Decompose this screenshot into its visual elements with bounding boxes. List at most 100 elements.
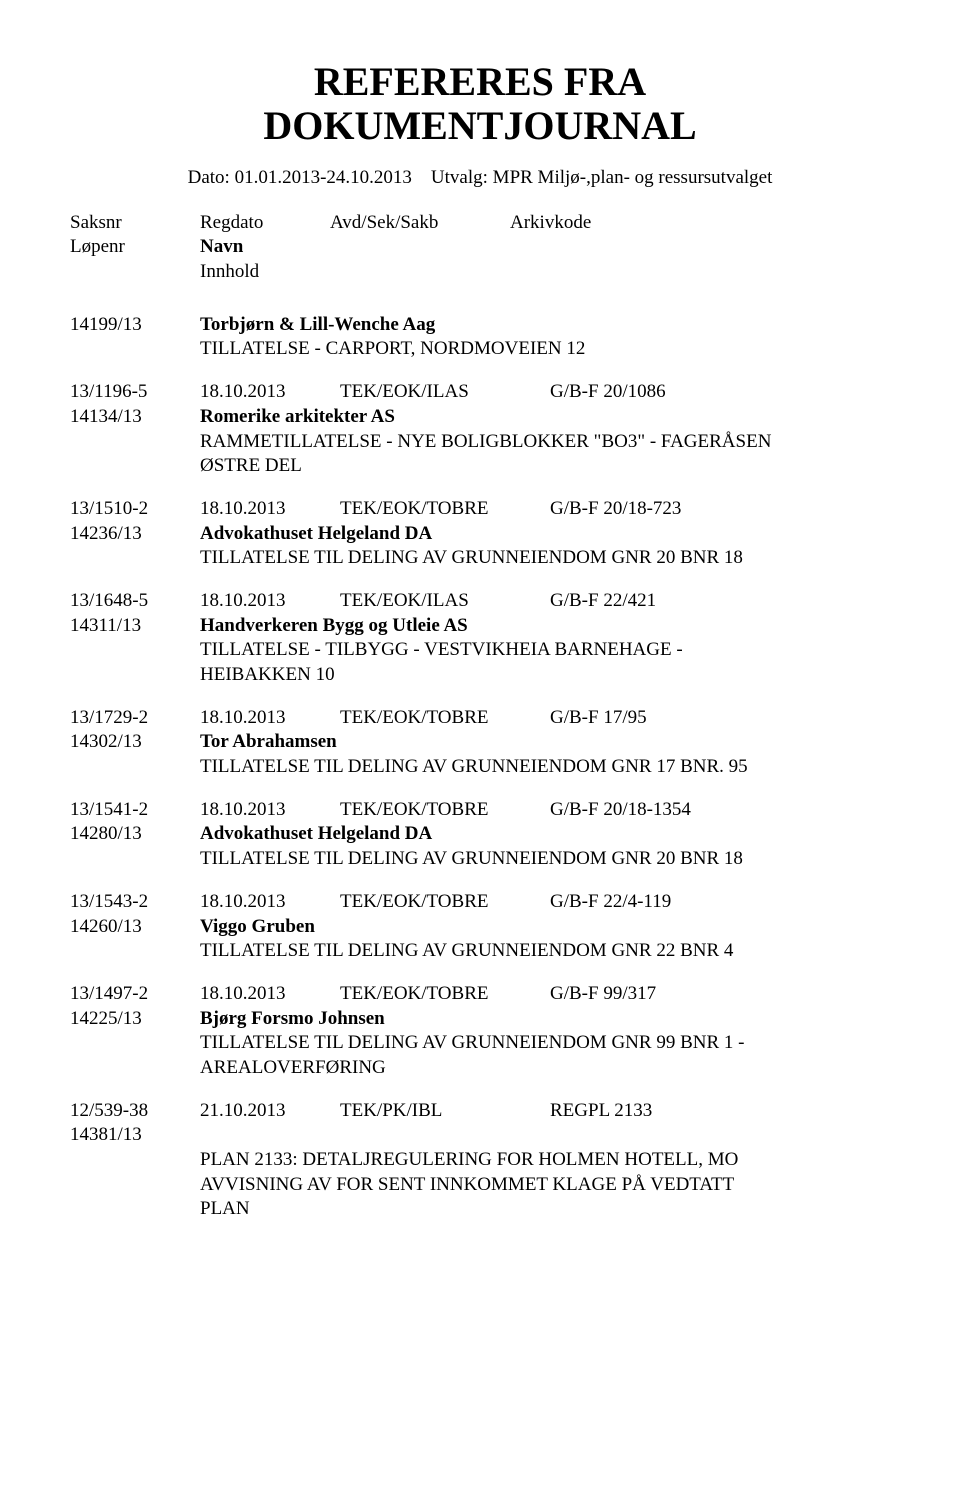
entry-description: HEIBAKKEN 10 xyxy=(200,663,890,688)
entry-navn: Romerike arkitekter AS xyxy=(200,405,890,430)
entry-avd: TEK/EOK/TOBRE xyxy=(340,890,550,915)
entry-name-row: 14236/13Advokathuset Helgeland DA xyxy=(70,522,890,547)
entry-description: TILLATELSE TIL DELING AV GRUNNEIENDOM GN… xyxy=(200,1031,890,1056)
entry-navn: Torbjørn & Lill-Wenche Aag xyxy=(200,313,890,338)
entry-regdato: 18.10.2013 xyxy=(200,589,340,614)
subtitle-date-row: Dato: 01.01.2013-24.10.2013 Utvalg: MPR … xyxy=(70,166,890,191)
entry-name-row: 14134/13Romerike arkitekter AS xyxy=(70,405,890,430)
entry-navn: Viggo Gruben xyxy=(200,915,890,940)
entry-name-row: 14381/13 xyxy=(70,1123,890,1148)
header-innhold: Innhold xyxy=(200,260,330,285)
entry-name-row: 14302/13Tor Abrahamsen xyxy=(70,730,890,755)
title-line-2: DOKUMENTJOURNAL xyxy=(263,103,696,148)
entry-arkivkode: REGPL 2133 xyxy=(550,1099,890,1124)
entry-lopenr: 14225/13 xyxy=(70,1007,200,1032)
entry-arkivkode: G/B-F 22/4-119 xyxy=(550,890,890,915)
entry-meta-row: 13/1648-518.10.2013TEK/EOK/ILASG/B-F 22/… xyxy=(70,589,890,614)
date-value: 01.01.2013-24.10.2013 xyxy=(235,167,412,188)
utvalg-value: MPR Miljø-,plan- og ressursutvalget xyxy=(493,167,773,188)
entry-regdato: 21.10.2013 xyxy=(200,1099,340,1124)
entry-lopenr: 14311/13 xyxy=(70,614,200,639)
entry-meta-row: 13/1196-518.10.2013TEK/EOK/ILASG/B-F 20/… xyxy=(70,380,890,405)
entry-avd: TEK/EOK/TOBRE xyxy=(340,982,550,1007)
entry-description: AVVISNING AV FOR SENT INNKOMMET KLAGE PÅ… xyxy=(200,1173,890,1198)
header-lopenr: Løpenr xyxy=(70,235,200,260)
entry-meta-row: 12/539-3821.10.2013TEK/PK/IBLREGPL 2133 xyxy=(70,1099,890,1124)
entry-lopenr: 14236/13 xyxy=(70,522,200,547)
entry-avd: TEK/EOK/TOBRE xyxy=(340,497,550,522)
header-navn: Navn xyxy=(200,235,330,260)
utvalg-label: Utvalg: xyxy=(431,167,488,188)
journal-entry: 13/1648-518.10.2013TEK/EOK/ILASG/B-F 22/… xyxy=(70,589,890,688)
entry-saksnr: 13/1729-2 xyxy=(70,706,200,731)
entry-lopenr: 14134/13 xyxy=(70,405,200,430)
entry-lopenr: 14260/13 xyxy=(70,915,200,940)
column-header-block: Saksnr Regdato Avd/Sek/Sakb Arkivkode Lø… xyxy=(70,211,890,285)
entry-regdato: 18.10.2013 xyxy=(200,982,340,1007)
entry-arkivkode: G/B-F 17/95 xyxy=(550,706,890,731)
journal-entry: 13/1510-218.10.2013TEK/EOK/TOBREG/B-F 20… xyxy=(70,497,890,571)
journal-entry: 13/1729-218.10.2013TEK/EOK/TOBREG/B-F 17… xyxy=(70,706,890,780)
entry-regdato: 18.10.2013 xyxy=(200,798,340,823)
entry-arkivkode: G/B-F 20/1086 xyxy=(550,380,890,405)
entry-regdato: 18.10.2013 xyxy=(200,497,340,522)
header-saksnr: Saksnr xyxy=(70,211,200,236)
entry-regdato: 18.10.2013 xyxy=(200,706,340,731)
title-line-1: REFERERES FRA xyxy=(314,59,646,104)
entry-description: AREALOVERFØRING xyxy=(200,1056,890,1081)
entry-description: RAMMETILLATELSE - NYE BOLIGBLOKKER "BO3"… xyxy=(200,430,890,455)
entry-description: TILLATELSE TIL DELING AV GRUNNEIENDOM GN… xyxy=(200,546,890,571)
entry-avd: TEK/PK/IBL xyxy=(340,1099,550,1124)
header-regdato: Regdato xyxy=(200,211,330,236)
entry-name-row: 14311/13Handverkeren Bygg og Utleie AS xyxy=(70,614,890,639)
entry-meta-row: 13/1543-218.10.2013TEK/EOK/TOBREG/B-F 22… xyxy=(70,890,890,915)
journal-entry: 13/1541-218.10.2013TEK/EOK/TOBREG/B-F 20… xyxy=(70,798,890,872)
entry-saksnr: 12/539-38 xyxy=(70,1099,200,1124)
entry-avd: TEK/EOK/ILAS xyxy=(340,589,550,614)
date-label: Dato: xyxy=(188,167,230,188)
entry-avd: TEK/EOK/TOBRE xyxy=(340,798,550,823)
entry-navn: Handverkeren Bygg og Utleie AS xyxy=(200,614,890,639)
entry-description: TILLATELSE TIL DELING AV GRUNNEIENDOM GN… xyxy=(200,939,890,964)
entry-arkivkode: G/B-F 99/317 xyxy=(550,982,890,1007)
journal-entry: 13/1543-218.10.2013TEK/EOK/TOBREG/B-F 22… xyxy=(70,890,890,964)
entry-meta-row: 13/1497-218.10.2013TEK/EOK/TOBREG/B-F 99… xyxy=(70,982,890,1007)
entry-name-row: 14260/13Viggo Gruben xyxy=(70,915,890,940)
entry-lopenr: 14199/13 xyxy=(70,313,200,338)
entry-regdato: 18.10.2013 xyxy=(200,890,340,915)
entry-description: PLAN 2133: DETALJREGULERING FOR HOLMEN H… xyxy=(200,1148,890,1173)
entry-regdato: 18.10.2013 xyxy=(200,380,340,405)
entry-avd: TEK/EOK/ILAS xyxy=(340,380,550,405)
entry-description: TILLATELSE TIL DELING AV GRUNNEIENDOM GN… xyxy=(200,755,890,780)
entry-lopenr: 14302/13 xyxy=(70,730,200,755)
entry-arkivkode: G/B-F 20/18-1354 xyxy=(550,798,890,823)
entry-description: TILLATELSE - CARPORT, NORDMOVEIEN 12 xyxy=(200,337,890,362)
document-title: REFERERES FRA DOKUMENTJOURNAL xyxy=(70,60,890,148)
entry-meta-row: 13/1510-218.10.2013TEK/EOK/TOBREG/B-F 20… xyxy=(70,497,890,522)
entry-saksnr: 13/1543-2 xyxy=(70,890,200,915)
entry-arkivkode: G/B-F 20/18-723 xyxy=(550,497,890,522)
header-avdseksakb: Avd/Sek/Sakb xyxy=(330,211,510,236)
entry-saksnr: 13/1497-2 xyxy=(70,982,200,1007)
entry-navn: Advokathuset Helgeland DA xyxy=(200,822,890,847)
entry-navn: Bjørg Forsmo Johnsen xyxy=(200,1007,890,1032)
entry-description: PLAN xyxy=(200,1197,890,1222)
entry-meta-row: 13/1541-218.10.2013TEK/EOK/TOBREG/B-F 20… xyxy=(70,798,890,823)
entry-lopenr: 14381/13 xyxy=(70,1123,200,1148)
entry-meta-row: 13/1729-218.10.2013TEK/EOK/TOBREG/B-F 17… xyxy=(70,706,890,731)
entry-saksnr: 13/1510-2 xyxy=(70,497,200,522)
entry-navn: Advokathuset Helgeland DA xyxy=(200,522,890,547)
entry-description: TILLATELSE TIL DELING AV GRUNNEIENDOM GN… xyxy=(200,847,890,872)
entry-saksnr: 13/1648-5 xyxy=(70,589,200,614)
entry-lopenr: 14280/13 xyxy=(70,822,200,847)
journal-entry: 12/539-3821.10.2013TEK/PK/IBLREGPL 21331… xyxy=(70,1099,890,1222)
entry-arkivkode: G/B-F 22/421 xyxy=(550,589,890,614)
entry-name-row: 14225/13Bjørg Forsmo Johnsen xyxy=(70,1007,890,1032)
entry-description: ØSTRE DEL xyxy=(200,454,890,479)
entry-saksnr: 13/1196-5 xyxy=(70,380,200,405)
journal-entry: 13/1196-518.10.2013TEK/EOK/ILASG/B-F 20/… xyxy=(70,380,890,479)
entry-description: TILLATELSE - TILBYGG - VESTVIKHEIA BARNE… xyxy=(200,638,890,663)
entry-navn: Tor Abrahamsen xyxy=(200,730,890,755)
entry-name-row: 14280/13Advokathuset Helgeland DA xyxy=(70,822,890,847)
journal-entry: 14199/13 Torbjørn & Lill-Wenche Aag TILL… xyxy=(70,313,890,362)
